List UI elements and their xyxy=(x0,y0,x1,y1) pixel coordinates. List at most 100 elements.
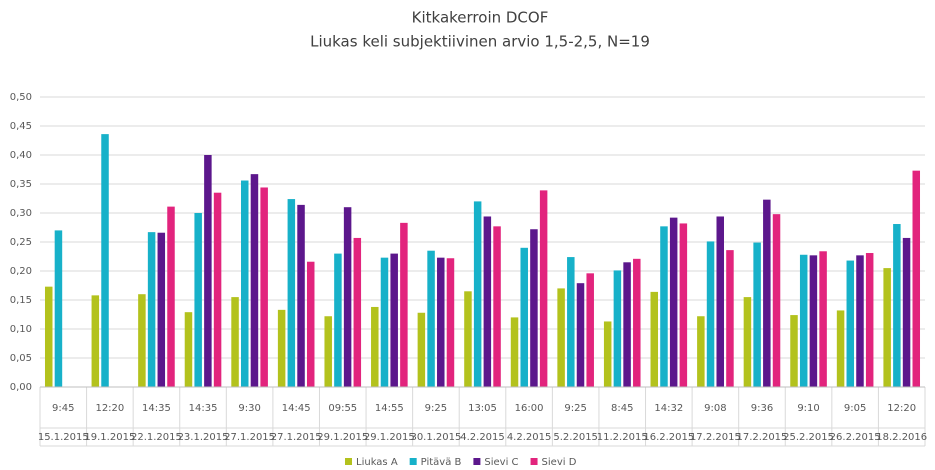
y-tick-label: 0,25 xyxy=(10,237,32,248)
bar xyxy=(390,253,398,387)
x-tick-label: 9:45 xyxy=(52,403,74,414)
bar xyxy=(334,253,342,387)
x-tick-label: 9:25 xyxy=(564,403,586,414)
y-tick-label: 0,50 xyxy=(10,92,32,103)
bar xyxy=(809,255,818,387)
bar xyxy=(417,312,426,387)
x-tick-date: 29.1.2015 xyxy=(364,432,415,443)
legend-label: Sievi D xyxy=(542,457,577,468)
chart-title: Kitkakerroin DCOF xyxy=(412,9,549,27)
x-tick-date: 4.2.2015 xyxy=(507,432,552,443)
x-tick-date: 4.2.2015 xyxy=(460,432,505,443)
y-tick-label: 0,45 xyxy=(10,121,32,132)
x-tick-date: 22.1.2015 xyxy=(131,432,182,443)
bar xyxy=(147,232,156,387)
bar xyxy=(530,229,538,387)
bar xyxy=(371,306,379,387)
y-tick-label: 0,10 xyxy=(10,324,32,335)
x-tick-label: 12:20 xyxy=(887,403,916,414)
bar xyxy=(167,206,175,387)
bar xyxy=(101,134,109,387)
bar xyxy=(353,237,362,387)
x-tick-date: 23.1.2015 xyxy=(178,432,229,443)
bar xyxy=(241,180,249,387)
x-tick-date: 19.1.2015 xyxy=(84,432,135,443)
bar xyxy=(726,250,734,387)
bar xyxy=(706,241,715,387)
x-tick-date: 11.2.2015 xyxy=(597,432,648,443)
bar xyxy=(184,312,193,387)
bar xyxy=(603,321,612,387)
legend-swatch xyxy=(473,458,481,465)
bar xyxy=(753,242,761,387)
x-tick-label: 14:45 xyxy=(282,403,311,414)
legend-label: Pitävä B xyxy=(421,457,462,468)
bar xyxy=(427,250,435,387)
bar xyxy=(893,224,901,387)
bar xyxy=(697,316,705,387)
x-tick-label: 14:55 xyxy=(375,403,404,414)
x-tick-label: 9:05 xyxy=(844,403,866,414)
bar xyxy=(260,187,268,387)
bar xyxy=(586,273,594,387)
bar xyxy=(576,283,585,387)
legend-label: Liukas A xyxy=(356,457,398,468)
bar xyxy=(324,316,332,387)
bar xyxy=(493,226,501,387)
y-tick-label: 0,15 xyxy=(10,295,32,306)
bar xyxy=(902,237,911,387)
legend-swatch xyxy=(530,458,538,465)
bar xyxy=(557,288,565,387)
bar xyxy=(846,260,855,387)
bar xyxy=(343,207,352,387)
bar xyxy=(483,216,492,387)
bar xyxy=(763,199,771,387)
y-tick-label: 0,30 xyxy=(10,208,32,219)
bar xyxy=(613,270,622,387)
bar xyxy=(716,216,724,387)
bar xyxy=(567,257,575,387)
bar xyxy=(277,309,286,387)
legend-swatch xyxy=(409,458,417,465)
bar xyxy=(287,199,296,387)
bar xyxy=(819,251,827,387)
x-tick-date: 5.2.2015 xyxy=(553,432,598,443)
bar xyxy=(473,201,482,387)
x-tick-date: 17.2.2015 xyxy=(737,432,788,443)
x-tick-date: 30.1.2015 xyxy=(410,432,461,443)
bar xyxy=(912,170,921,387)
bar xyxy=(138,294,146,387)
x-tick-label: 9:08 xyxy=(704,403,726,414)
x-tick-label: 14:32 xyxy=(654,403,683,414)
bar xyxy=(213,192,222,387)
x-tick-date: 16.2.2015 xyxy=(643,432,694,443)
bar xyxy=(660,226,668,387)
y-tick-label: 0,05 xyxy=(10,353,32,364)
x-tick-label: 8:45 xyxy=(611,403,633,414)
bar xyxy=(91,295,100,387)
y-tick-label: 0,20 xyxy=(10,266,32,277)
x-tick-label: 9:10 xyxy=(797,403,819,414)
x-tick-date: 27.1.2015 xyxy=(271,432,322,443)
bar xyxy=(464,291,472,387)
x-tick-date: 15.1.2015 xyxy=(38,432,89,443)
bar xyxy=(743,297,752,387)
x-tick-date: 18.2.2016 xyxy=(876,432,927,443)
bar xyxy=(669,217,678,387)
bar xyxy=(194,213,202,387)
x-tick-label: 14:35 xyxy=(189,403,218,414)
bar xyxy=(250,174,259,387)
bar xyxy=(446,258,455,387)
bar xyxy=(400,222,408,387)
bar xyxy=(520,247,528,387)
bar xyxy=(539,190,548,387)
bar xyxy=(799,254,808,387)
bar xyxy=(297,204,305,387)
bar xyxy=(790,315,798,387)
bar xyxy=(633,258,641,387)
bar xyxy=(623,262,631,387)
x-tick-label: 14:35 xyxy=(142,403,171,414)
y-tick-label: 0,40 xyxy=(10,150,32,161)
bar xyxy=(510,317,519,387)
